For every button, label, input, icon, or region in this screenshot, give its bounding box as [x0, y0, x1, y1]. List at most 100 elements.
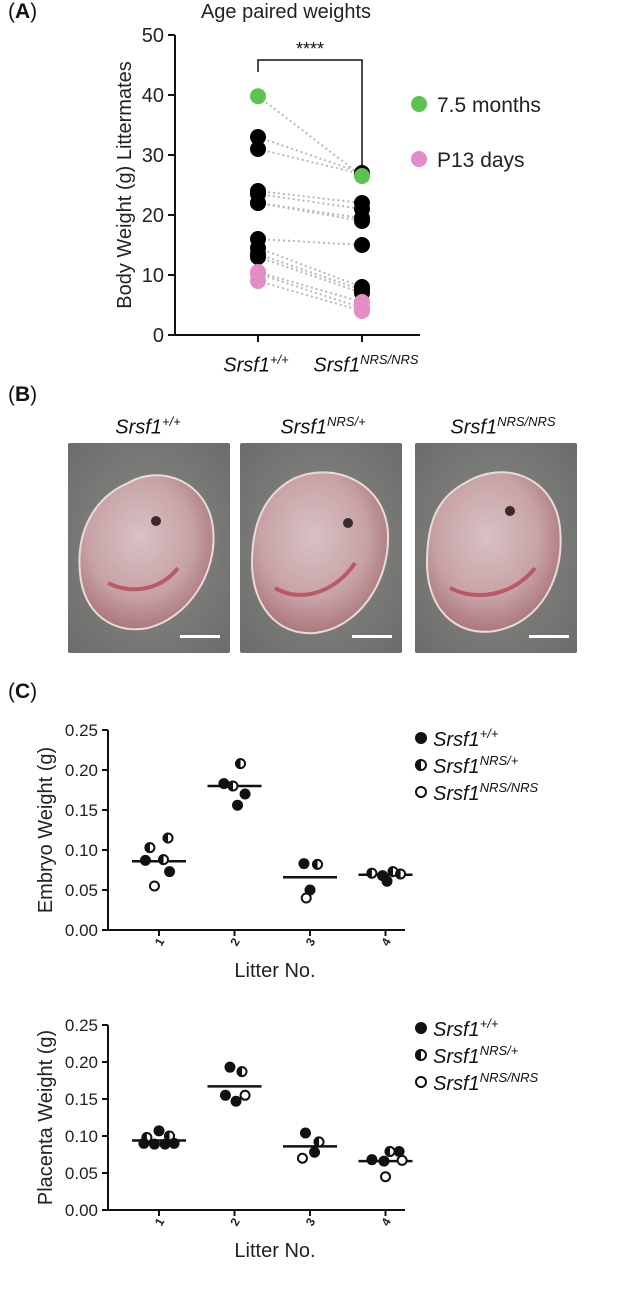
data-point — [354, 237, 370, 253]
embryo-photo-hom — [415, 443, 577, 653]
point-marker — [380, 1171, 391, 1183]
chart-embryo-weight: Embryo Weight (g) 0.00 0.05 0.10 0.15 0.20 0.2… — [35, 721, 539, 982]
point-marker — [415, 732, 427, 744]
data-point — [354, 303, 370, 319]
y-tick-label: 30 — [142, 145, 164, 167]
x-tick-label: 3 — [303, 935, 319, 948]
y-tick-label: 40 — [142, 85, 164, 107]
panel-label-b: (B) — [8, 383, 38, 406]
y-tick-label: 0.20 — [65, 1053, 98, 1072]
embryo-photo-het — [240, 443, 402, 653]
data-point — [354, 213, 370, 229]
point-marker — [230, 1095, 242, 1107]
panel-label-a: (A) — [8, 0, 38, 23]
pair-line — [257, 253, 363, 291]
pair-line — [257, 272, 363, 309]
point-marker — [300, 892, 312, 904]
x-tick-label: 2 — [227, 935, 243, 948]
y-tick-label: 0.00 — [65, 1201, 98, 1220]
point-marker — [162, 832, 174, 844]
x-tick-label: 2 — [227, 1215, 243, 1228]
point-marker — [309, 1146, 321, 1158]
x-tick-label: 4 — [378, 1215, 394, 1228]
y-axis-label: Body Weight (g) Littermates — [114, 61, 136, 309]
data-point — [250, 88, 266, 105]
legend-label: Srsf1NRS/+ — [433, 1043, 519, 1068]
point-marker — [158, 854, 170, 866]
point-marker — [139, 854, 151, 866]
point-marker — [235, 758, 247, 770]
data-point — [250, 249, 266, 265]
y-tick-label: 20 — [142, 205, 164, 227]
significance-bracket — [257, 59, 363, 175]
point-marker — [313, 1136, 325, 1148]
y-tick-label: 50 — [142, 25, 164, 47]
pair-line — [257, 148, 363, 176]
point-marker — [415, 759, 427, 771]
point-marker — [366, 1154, 378, 1166]
point-marker — [227, 780, 239, 792]
point-marker — [378, 1155, 390, 1167]
x-axis-label: Litter No. — [234, 960, 315, 982]
legend-label: Srsf1NRS/NRS — [433, 1070, 539, 1095]
y-tick-label: 0 — [153, 325, 164, 347]
legend-label: Srsf1+/+ — [433, 1016, 499, 1041]
point-marker — [415, 786, 427, 798]
y-tick-label: 10 — [142, 265, 164, 287]
point-marker — [393, 1146, 405, 1158]
x-axis-label: Litter No. — [234, 1240, 315, 1262]
xtick-a-right: Srsf1NRS/NRS — [313, 352, 419, 377]
pair-line — [257, 238, 363, 246]
point-marker — [159, 1138, 171, 1150]
x-tick-label: 4 — [378, 935, 394, 948]
y-tick-label: 0.15 — [65, 801, 98, 820]
legend-label: Srsf1+/+ — [433, 726, 499, 751]
embryo-photo-wt — [68, 443, 230, 653]
y-tick-label: 0.20 — [65, 761, 98, 780]
x-tick-label: 3 — [303, 1215, 319, 1228]
legend-label: Srsf1NRS/+ — [433, 753, 519, 778]
data-point — [250, 141, 266, 157]
y-tick-label: 0.25 — [65, 721, 98, 740]
panel-label-c: (C) — [8, 680, 38, 703]
x-tick-label: 1 — [152, 1215, 168, 1228]
y-tick-label: 0.05 — [65, 1164, 98, 1183]
y-axis-label: Placenta Weight (g) — [35, 1030, 57, 1205]
point-marker — [415, 1022, 427, 1034]
pair-line — [257, 247, 363, 288]
pair-line — [257, 95, 363, 177]
pair-line — [257, 256, 363, 294]
chart-title: Age paired weights — [201, 1, 371, 23]
point-marker — [148, 1138, 160, 1150]
significance-label: **** — [296, 39, 324, 59]
xtick-a-left: Srsf1+/+ — [223, 352, 289, 377]
data-point — [250, 195, 266, 211]
point-marker — [298, 858, 310, 870]
y-tick-label: 0.05 — [65, 881, 98, 900]
point-marker — [164, 866, 176, 878]
y-tick-label: 0.15 — [65, 1090, 98, 1109]
point-marker — [415, 1049, 427, 1061]
point-marker — [384, 1146, 396, 1158]
point-marker — [296, 1152, 308, 1164]
legend-label: P13 days — [437, 149, 525, 172]
legend-marker — [411, 96, 427, 112]
data-point — [250, 273, 266, 289]
pair-line — [257, 271, 363, 303]
pair-line — [257, 193, 363, 210]
point-marker — [239, 788, 251, 800]
point-marker — [153, 1125, 165, 1137]
x-tick-label: 1 — [152, 935, 168, 948]
legend-label: 7.5 months — [437, 94, 541, 117]
y-tick-label: 0.25 — [65, 1016, 98, 1035]
point-marker — [236, 1066, 248, 1078]
pair-line — [257, 202, 363, 222]
y-axis-label: Embryo Weight (g) — [35, 747, 57, 913]
y-tick-label: 0.00 — [65, 921, 98, 940]
y-tick-label: 0.10 — [65, 841, 98, 860]
legend-label: Srsf1NRS/NRS — [433, 780, 539, 805]
point-marker — [396, 1154, 408, 1166]
photo-label-wt: Srsf1+/+ — [115, 414, 181, 439]
point-marker — [148, 880, 160, 892]
pair-line — [257, 280, 363, 312]
